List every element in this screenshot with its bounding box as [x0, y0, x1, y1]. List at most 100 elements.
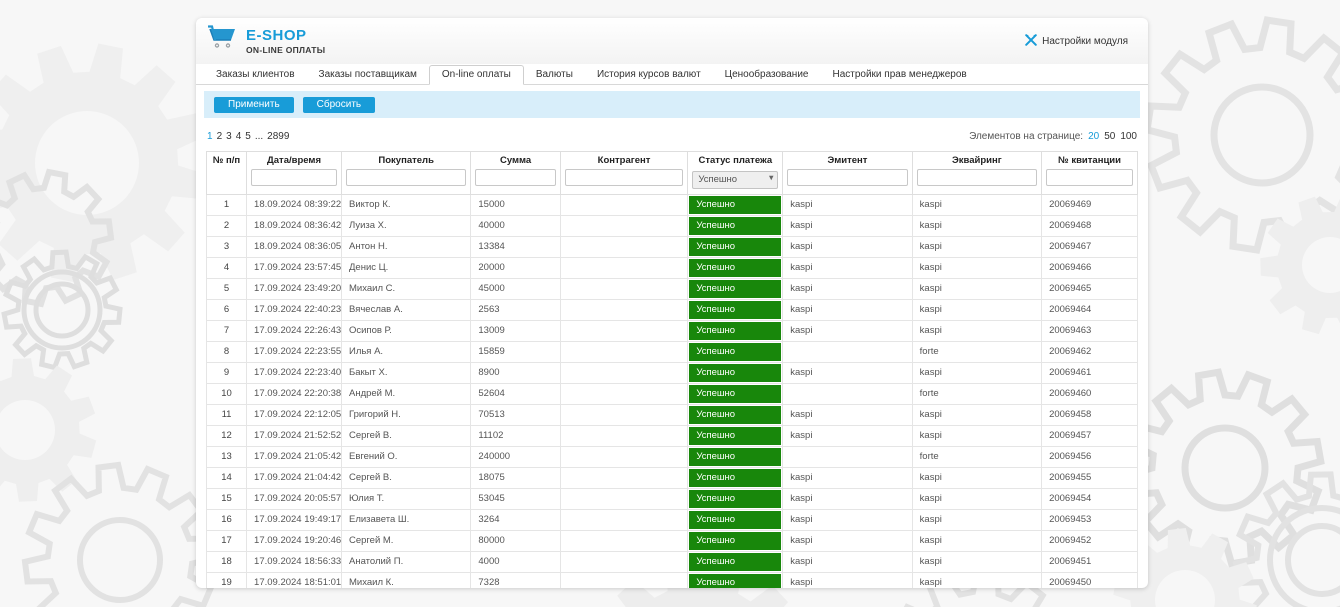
reset-button[interactable]: Сбросить: [303, 97, 375, 113]
tab-item[interactable]: Заказы поставщикам: [307, 66, 429, 84]
tab-item[interactable]: История курсов валют: [585, 66, 713, 84]
cell-counterparty: [560, 488, 688, 509]
page-ellipsis: ...: [255, 131, 263, 142]
column-label: № квитанции: [1046, 155, 1133, 166]
cell-acquiring: kaspi: [912, 278, 1041, 299]
cell-counterparty: [560, 572, 688, 588]
cell-datetime: 18.09.2024 08:36:05: [247, 236, 342, 257]
cell-status: Успешно: [688, 509, 783, 530]
cell-acquiring: kaspi: [912, 551, 1041, 572]
cell-issuer: kaspi: [783, 509, 912, 530]
cell-counterparty: [560, 509, 688, 530]
cell-issuer: kaspi: [783, 551, 912, 572]
status-badge: Успешно: [689, 448, 781, 466]
table-row: 1617.09.2024 19:49:17Елизавета Ш.3264Усп…: [207, 509, 1138, 530]
status-filter-select[interactable]: Успешно: [692, 171, 778, 189]
column-header-buyer: Покупатель: [341, 152, 470, 195]
cell-status: Успешно: [688, 341, 783, 362]
tab-item[interactable]: Ценообразование: [713, 66, 821, 84]
table-body: 118.09.2024 08:39:22Виктор К.15000Успешн…: [207, 194, 1138, 588]
cell-status: Успешно: [688, 425, 783, 446]
page-link[interactable]: 2899: [267, 131, 289, 142]
filter-input-datetime[interactable]: [251, 169, 337, 186]
cell-issuer: kaspi: [783, 194, 912, 215]
status-badge: Успешно: [689, 574, 781, 589]
status-badge: Успешно: [689, 385, 781, 403]
cell-status: Успешно: [688, 194, 783, 215]
cell-counterparty: [560, 278, 688, 299]
tab-item[interactable]: On-line оплаты: [429, 65, 524, 85]
cell-amount: 20000: [471, 257, 560, 278]
apply-button[interactable]: Применить: [214, 97, 294, 113]
cell-buyer: Илья А.: [341, 341, 470, 362]
table-row: 417.09.2024 23:57:45Денис Ц.20000Успешно…: [207, 257, 1138, 278]
filter-input-amount[interactable]: [475, 169, 555, 186]
tab-item[interactable]: Валюты: [524, 66, 585, 84]
filter-input-counterparty[interactable]: [565, 169, 684, 186]
cell-receipt: 20069461: [1042, 362, 1138, 383]
tab-item[interactable]: Настройки прав менеджеров: [820, 66, 978, 84]
cell-receipt: 20069460: [1042, 383, 1138, 404]
cell-datetime: 17.09.2024 21:52:52: [247, 425, 342, 446]
filter-input-buyer[interactable]: [346, 169, 466, 186]
status-filter: Успешно▾: [692, 169, 778, 189]
status-badge: Успешно: [689, 406, 781, 424]
status-badge: Успешно: [689, 532, 781, 550]
status-badge: Успешно: [689, 553, 781, 571]
page-link[interactable]: 2: [217, 131, 223, 142]
cell-amount: 80000: [471, 530, 560, 551]
cell-amount: 2563: [471, 299, 560, 320]
cell-issuer: kaspi: [783, 215, 912, 236]
filter-input-acquiring[interactable]: [917, 169, 1037, 186]
pagination-pages: 12345... 2899: [207, 131, 293, 142]
page-size-option[interactable]: 50: [1104, 131, 1115, 142]
page-link[interactable]: 5: [245, 131, 251, 142]
page-size-option[interactable]: 20: [1088, 131, 1099, 142]
cell-issuer: kaspi: [783, 572, 912, 588]
filter-input-receipt[interactable]: [1046, 169, 1133, 186]
cell-status: Успешно: [688, 320, 783, 341]
cell-index: 5: [207, 278, 247, 299]
column-label: Покупатель: [346, 155, 466, 166]
cell-counterparty: [560, 236, 688, 257]
cell-counterparty: [560, 194, 688, 215]
table-row: 1017.09.2024 22:20:38Андрей М.52604Успеш…: [207, 383, 1138, 404]
cell-index: 17: [207, 530, 247, 551]
cell-receipt: 20069455: [1042, 467, 1138, 488]
cell-counterparty: [560, 425, 688, 446]
cell-receipt: 20069469: [1042, 194, 1138, 215]
cell-index: 7: [207, 320, 247, 341]
cell-amount: 18075: [471, 467, 560, 488]
cell-receipt: 20069464: [1042, 299, 1138, 320]
table-row: 617.09.2024 22:40:23Вячеслав А.2563Успеш…: [207, 299, 1138, 320]
table-row: 1117.09.2024 22:12:05Григорий Н.70513Усп…: [207, 404, 1138, 425]
cell-amount: 3264: [471, 509, 560, 530]
tab-item[interactable]: Заказы клиентов: [204, 66, 307, 84]
logo: E-SHOP ON-LINE ОПЛАТЫ: [208, 25, 325, 57]
cell-status: Успешно: [688, 467, 783, 488]
cell-issuer: kaspi: [783, 320, 912, 341]
status-badge: Успешно: [689, 259, 781, 277]
module-settings-link[interactable]: Настройки модуля: [1025, 34, 1128, 49]
filter-input-issuer[interactable]: [787, 169, 907, 186]
page-link[interactable]: 4: [236, 131, 242, 142]
cell-acquiring: kaspi: [912, 299, 1041, 320]
cell-index: 1: [207, 194, 247, 215]
filter-bar: Применить Сбросить: [204, 91, 1140, 118]
page-link[interactable]: 3: [226, 131, 232, 142]
cell-amount: 240000: [471, 446, 560, 467]
cell-acquiring: forte: [912, 341, 1041, 362]
column-header-index: № п/п: [207, 152, 247, 195]
cell-counterparty: [560, 320, 688, 341]
page-link[interactable]: 1: [207, 131, 213, 142]
cell-index: 3: [207, 236, 247, 257]
cell-issuer: kaspi: [783, 530, 912, 551]
cell-amount: 4000: [471, 551, 560, 572]
status-badge: Успешно: [689, 469, 781, 487]
logo-text: E-SHOP ON-LINE ОПЛАТЫ: [246, 27, 325, 55]
status-badge: Успешно: [689, 427, 781, 445]
cell-index: 13: [207, 446, 247, 467]
cell-status: Успешно: [688, 215, 783, 236]
pagination-bar: 12345...2899 Элементов на странице:20501…: [196, 118, 1148, 148]
page-size-option[interactable]: 100: [1120, 131, 1137, 142]
